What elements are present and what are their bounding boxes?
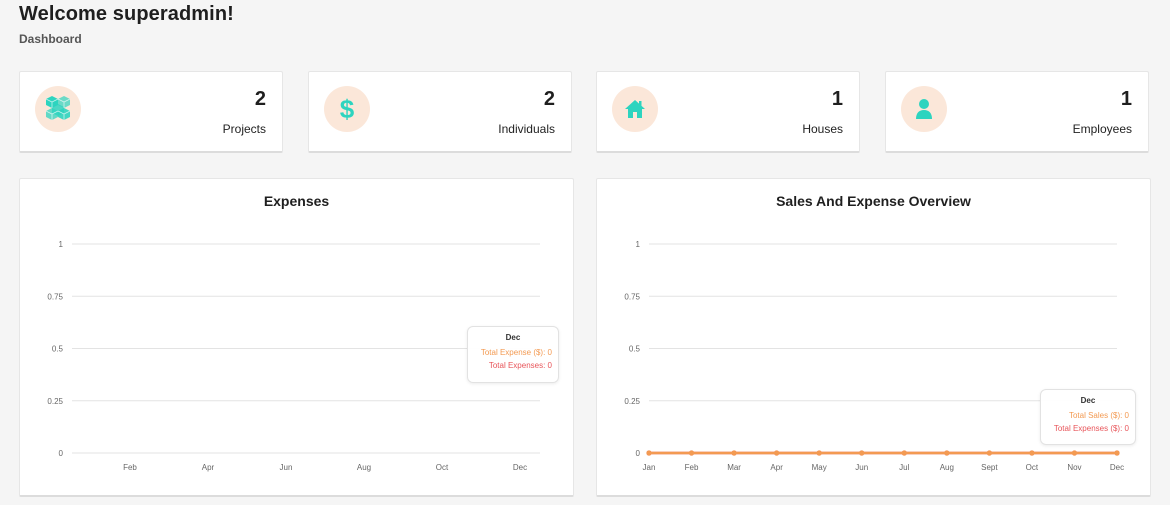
chart-tooltip: Dec Total Expense ($): 0 Total Expenses:… [467,326,559,383]
stat-value: 2 [254,88,266,110]
x-tick-label: Apr [202,463,215,472]
tooltip-line: Total Sales ($): 0 [1068,411,1129,420]
overview-chart-panel: Sales And Expense Overview 0 0.25 0.5 0.75 1… [596,178,1151,497]
y-tick-label: 0 [636,449,641,458]
y-tick-label: 0.5 [629,345,641,354]
x-tick-label: Dec [1110,463,1124,472]
x-tick-label: Jan [643,463,656,472]
x-tick-label: Feb [685,463,699,472]
data-point[interactable] [688,450,695,456]
stat-value: 1 [831,88,843,110]
data-point[interactable] [1071,450,1078,456]
breadcrumb[interactable]: Dashboard [19,32,82,46]
stat-card-houses[interactable]: 1 Houses [596,71,860,153]
home-icon [612,86,658,132]
overview-chart[interactable]: 0 0.25 0.5 0.75 1 Jan Feb Mar Apr May Jun Jul Aug Sep… [597,179,1152,498]
x-tick-label: Apr [770,463,783,472]
y-tick-label: 0 [59,449,64,458]
svg-text:$: $ [340,96,355,122]
stat-card-individuals[interactable]: $ 2 Individuals [308,71,572,153]
x-tick-label: Aug [940,463,954,472]
x-tick-label: Oct [1026,463,1039,472]
data-point[interactable] [1114,450,1120,456]
x-tick-label: Dec [513,463,527,472]
x-tick-label: Mar [727,463,741,472]
stat-value: 1 [1120,88,1132,110]
stat-card-employees[interactable]: 1 Employees [885,71,1149,153]
tooltip-line: Total Expense ($): 0 [480,348,552,357]
chart-tooltip: Dec Total Sales ($): 0 Total Expenses ($… [1040,389,1136,445]
y-tick-label: 0.75 [47,292,63,301]
x-tick-label: Jun [855,463,868,472]
data-point[interactable] [774,450,780,456]
tooltip-line: Total Expenses: 0 [488,361,552,370]
y-tick-label: 0.75 [624,292,640,301]
stat-label: Houses [802,122,843,136]
chart-title: Sales And Expense Overview [776,193,971,209]
y-tick-label: 1 [636,240,641,249]
data-point[interactable] [646,450,652,456]
x-tick-label: Jul [899,463,909,472]
y-tick-label: 0.5 [52,345,64,354]
x-tick-label: Jun [280,463,293,472]
data-point[interactable] [986,450,992,456]
data-point[interactable] [944,450,950,456]
x-tick-label: Aug [357,463,371,472]
data-point[interactable] [731,450,737,456]
x-tick-label: Oct [436,463,449,472]
x-tick-label: Sept [981,463,998,472]
stat-label: Individuals [498,122,555,136]
y-tick-label: 1 [59,240,64,249]
stat-card-projects[interactable]: 2 Projects [19,71,283,153]
expenses-chart[interactable]: 0 0.25 0.5 0.75 1 Feb Apr Jun Aug Oct Dec [20,179,575,498]
data-point[interactable] [901,450,907,456]
cubes-icon [35,86,81,132]
page-title: Welcome superadmin! [19,3,234,25]
stat-label: Employees [1072,122,1132,136]
y-tick-label: 0.25 [624,397,640,406]
stat-value: 2 [543,88,555,110]
data-point[interactable] [1029,450,1035,456]
x-tick-label: Feb [123,463,137,472]
dollar-icon: $ [324,86,370,132]
y-tick-label: 0.25 [47,397,63,406]
chart-title: Expenses [263,193,330,209]
tooltip-title: Dec [505,333,521,342]
user-icon [901,86,947,132]
stat-label: Projects [222,122,266,136]
data-point[interactable] [816,450,822,456]
expenses-chart-panel: Expenses 0 0.25 0.5 0.75 1 Feb Apr Jun Aug Oct Dec… [19,178,574,497]
data-point[interactable] [859,450,865,456]
x-tick-label: Nov [1067,463,1081,472]
x-tick-label: May [812,463,827,472]
tooltip-title: Dec [1080,396,1096,405]
tooltip-line: Total Expenses ($): 0 [1053,424,1129,433]
